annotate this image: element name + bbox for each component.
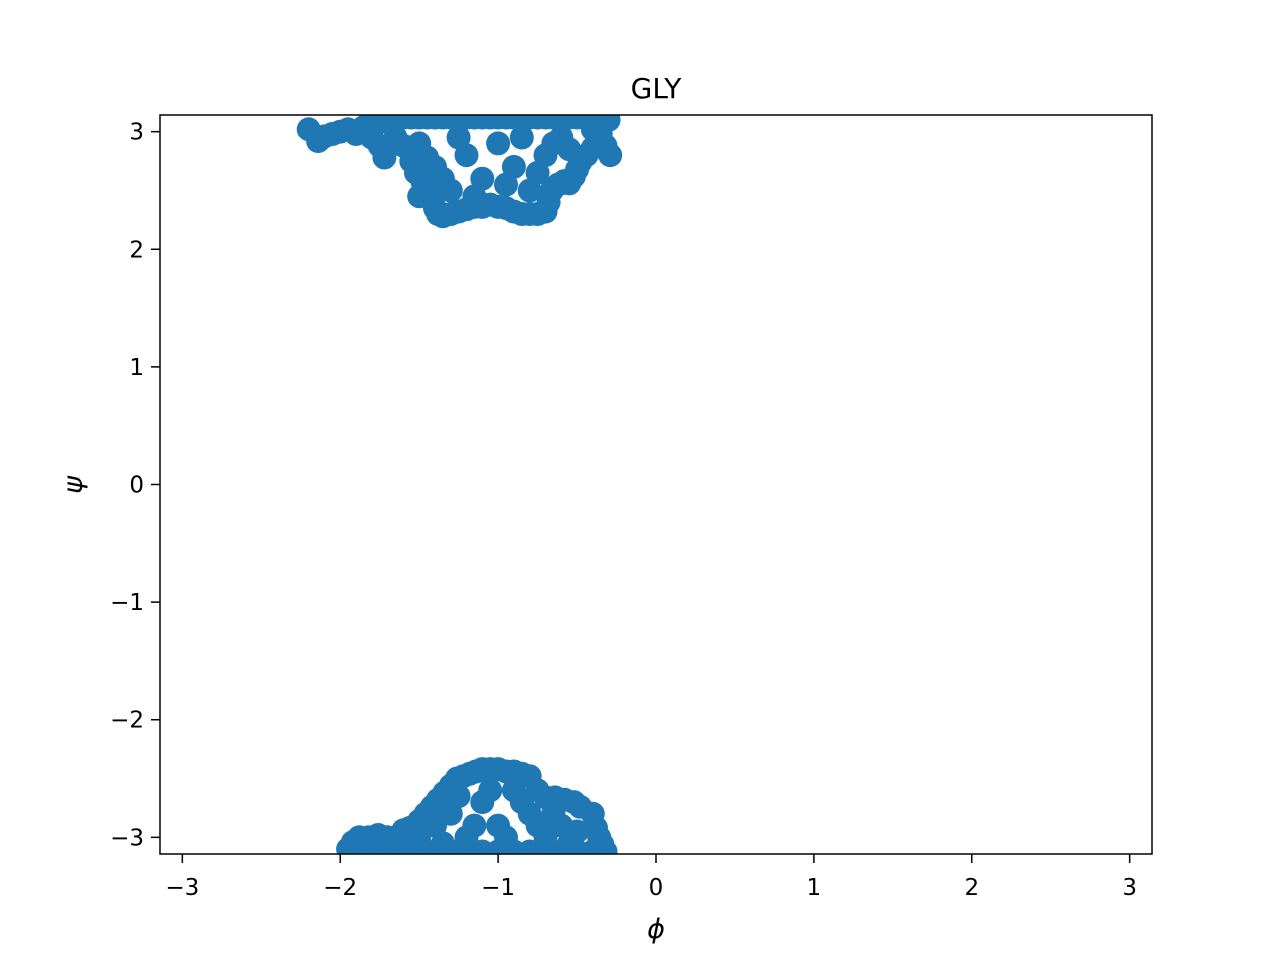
scatter-point <box>372 145 397 170</box>
scatter-point <box>462 813 487 838</box>
scatter-point <box>580 117 605 142</box>
scatter-point <box>446 125 471 150</box>
y-tick-label: 1 <box>129 355 144 381</box>
y-axis-label: ψ <box>58 475 89 494</box>
scatter-point <box>486 131 511 156</box>
scatter-point <box>462 184 487 209</box>
x-tick-label: 1 <box>807 875 822 901</box>
x-tick-label: −1 <box>481 875 515 901</box>
x-tick-label: −3 <box>165 875 199 901</box>
x-tick-label: −2 <box>323 875 357 901</box>
x-tick-label: 0 <box>649 875 664 901</box>
scatter-point <box>494 172 518 197</box>
scatter-point <box>541 801 566 826</box>
y-tick-label: −2 <box>110 708 144 734</box>
y-tick-label: −3 <box>110 825 144 851</box>
x-axis-ticks: −3 −2 −1 0 1 2 3 <box>165 854 1137 901</box>
y-tick-label: 0 <box>129 473 144 499</box>
y-tick-label: 2 <box>129 237 144 263</box>
scatter-point <box>344 839 368 854</box>
x-axis-label: ϕ <box>647 914 665 945</box>
scatter-point <box>478 778 503 803</box>
scatter-point <box>430 166 455 191</box>
y-axis-ticks: 3 2 1 0 −1 −2 −3 <box>110 120 160 851</box>
scatter-point <box>407 825 432 850</box>
scatter-point <box>446 784 471 809</box>
x-tick-label: 2 <box>964 875 979 901</box>
x-tick-label: 3 <box>1122 875 1137 901</box>
scatter-point <box>430 831 455 854</box>
data-points <box>296 115 623 854</box>
y-tick-label: −1 <box>110 590 144 616</box>
scatter-point <box>557 137 582 162</box>
scatter-point <box>509 790 534 815</box>
scatter-point <box>509 125 534 150</box>
scatter-point <box>557 831 582 854</box>
scatter-point <box>415 145 440 170</box>
scatter-point <box>525 160 550 185</box>
chart-title: GLY <box>631 72 683 105</box>
y-tick-label: 3 <box>129 120 144 146</box>
scatter-point <box>598 143 623 168</box>
scatter-point <box>407 184 432 209</box>
scatter-point <box>494 825 518 850</box>
